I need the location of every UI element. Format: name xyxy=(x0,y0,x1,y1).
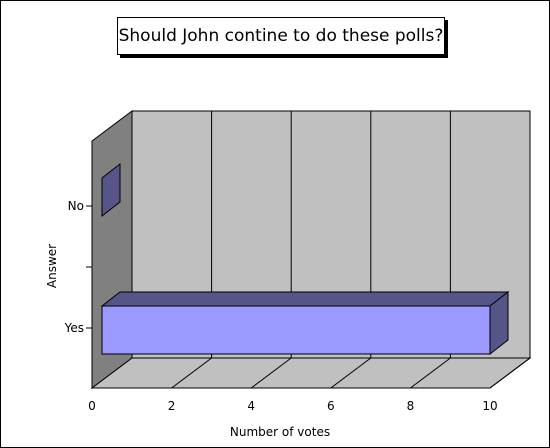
bar-no xyxy=(101,162,121,218)
bar-top xyxy=(100,291,510,307)
x-tick-label: 4 xyxy=(247,399,255,413)
bar-face xyxy=(101,162,121,218)
x-tick-label: 10 xyxy=(482,399,497,413)
x-axis-label: Number of votes xyxy=(230,425,330,439)
floor-gridline xyxy=(330,357,372,389)
x-tick-label: 0 xyxy=(88,399,96,413)
chart-title: Should John contine to do these polls? xyxy=(118,26,444,46)
x-tick-label: 8 xyxy=(407,399,415,413)
y-axis-label: Answer xyxy=(45,244,59,288)
bar-face xyxy=(101,305,491,355)
chart-title-box: Should John contine to do these polls? xyxy=(117,17,445,55)
y-tick-label: No xyxy=(68,199,84,213)
x-tick-label: 2 xyxy=(168,399,176,413)
floor-gridline xyxy=(489,357,531,389)
floor-gridline xyxy=(250,357,292,389)
floor xyxy=(90,357,532,389)
bar-yes xyxy=(100,290,510,356)
y-tick-label: Yes xyxy=(64,321,84,335)
floor-gridline xyxy=(410,357,451,389)
floor-gridline xyxy=(171,357,212,389)
x-tick-label: 6 xyxy=(327,399,335,413)
